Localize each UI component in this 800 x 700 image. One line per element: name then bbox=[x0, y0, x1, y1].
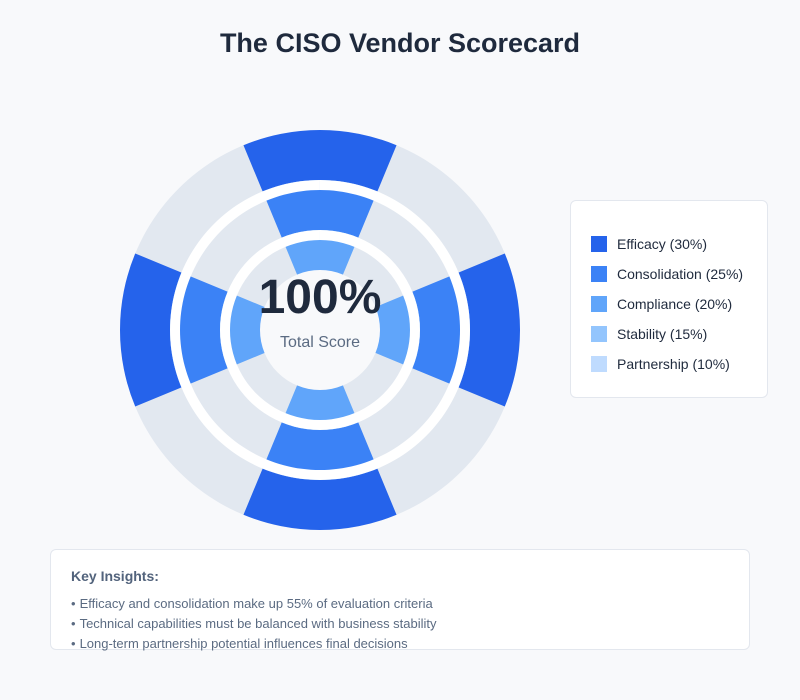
legend-label: Consolidation (25%) bbox=[617, 266, 744, 282]
legend: Efficacy (30%) Consolidation (25%) Compl… bbox=[570, 200, 768, 398]
ring-segment bbox=[262, 413, 378, 480]
legend-label: Partnership (10%) bbox=[617, 356, 730, 372]
center-disc bbox=[260, 270, 380, 390]
legend-swatch bbox=[591, 326, 607, 342]
key-insights-panel: Key Insights: • Efficacy and consolidatio… bbox=[50, 549, 750, 651]
ring-segment bbox=[120, 253, 191, 407]
legend-item-stability: Stability (15%) bbox=[591, 319, 767, 349]
legend-item-compliance: Compliance (20%) bbox=[591, 289, 767, 319]
ring-track bbox=[219, 230, 420, 430]
legend-label: Compliance (20%) bbox=[617, 296, 733, 312]
insight-text: Technical capabilities must be balanced … bbox=[79, 616, 437, 631]
legend-label: Efficacy (30%) bbox=[617, 236, 707, 252]
ring-segment bbox=[169, 272, 237, 388]
insight-item: • Long-term partnership potential influen… bbox=[71, 636, 408, 651]
legend-item-partnership: Partnership (10%) bbox=[591, 349, 767, 379]
insight-item: • Efficacy and consolidation make up 55% … bbox=[71, 596, 433, 611]
legend-swatch bbox=[591, 266, 607, 282]
key-insights-title: Key Insights: bbox=[71, 568, 159, 584]
ring-segment bbox=[243, 130, 397, 201]
legend-item-efficacy: Efficacy (30%) bbox=[591, 229, 767, 259]
ring-segment bbox=[262, 180, 378, 247]
total-score-label: Total Score bbox=[279, 334, 361, 351]
ring-segment bbox=[243, 459, 397, 530]
insight-text: Long-term partnership potential influenc… bbox=[79, 636, 408, 651]
legend-label: Stability (15%) bbox=[617, 326, 708, 342]
insight-text: Efficacy and consolidation make up 55% o… bbox=[79, 596, 433, 611]
legend-swatch bbox=[591, 356, 607, 372]
chart-title: The CISO Vendor Scorecard bbox=[219, 28, 581, 58]
radial-chart bbox=[120, 130, 520, 530]
ring-track bbox=[170, 180, 471, 481]
ring-segment bbox=[449, 253, 520, 407]
legend-swatch bbox=[591, 296, 607, 312]
ring-segment bbox=[403, 272, 470, 388]
legend-item-consolidation: Consolidation (25%) bbox=[591, 259, 767, 289]
total-score-value: 100% bbox=[258, 271, 382, 324]
insight-item: • Technical capabilities must be balanced… bbox=[71, 616, 437, 631]
legend-swatch bbox=[591, 236, 607, 252]
